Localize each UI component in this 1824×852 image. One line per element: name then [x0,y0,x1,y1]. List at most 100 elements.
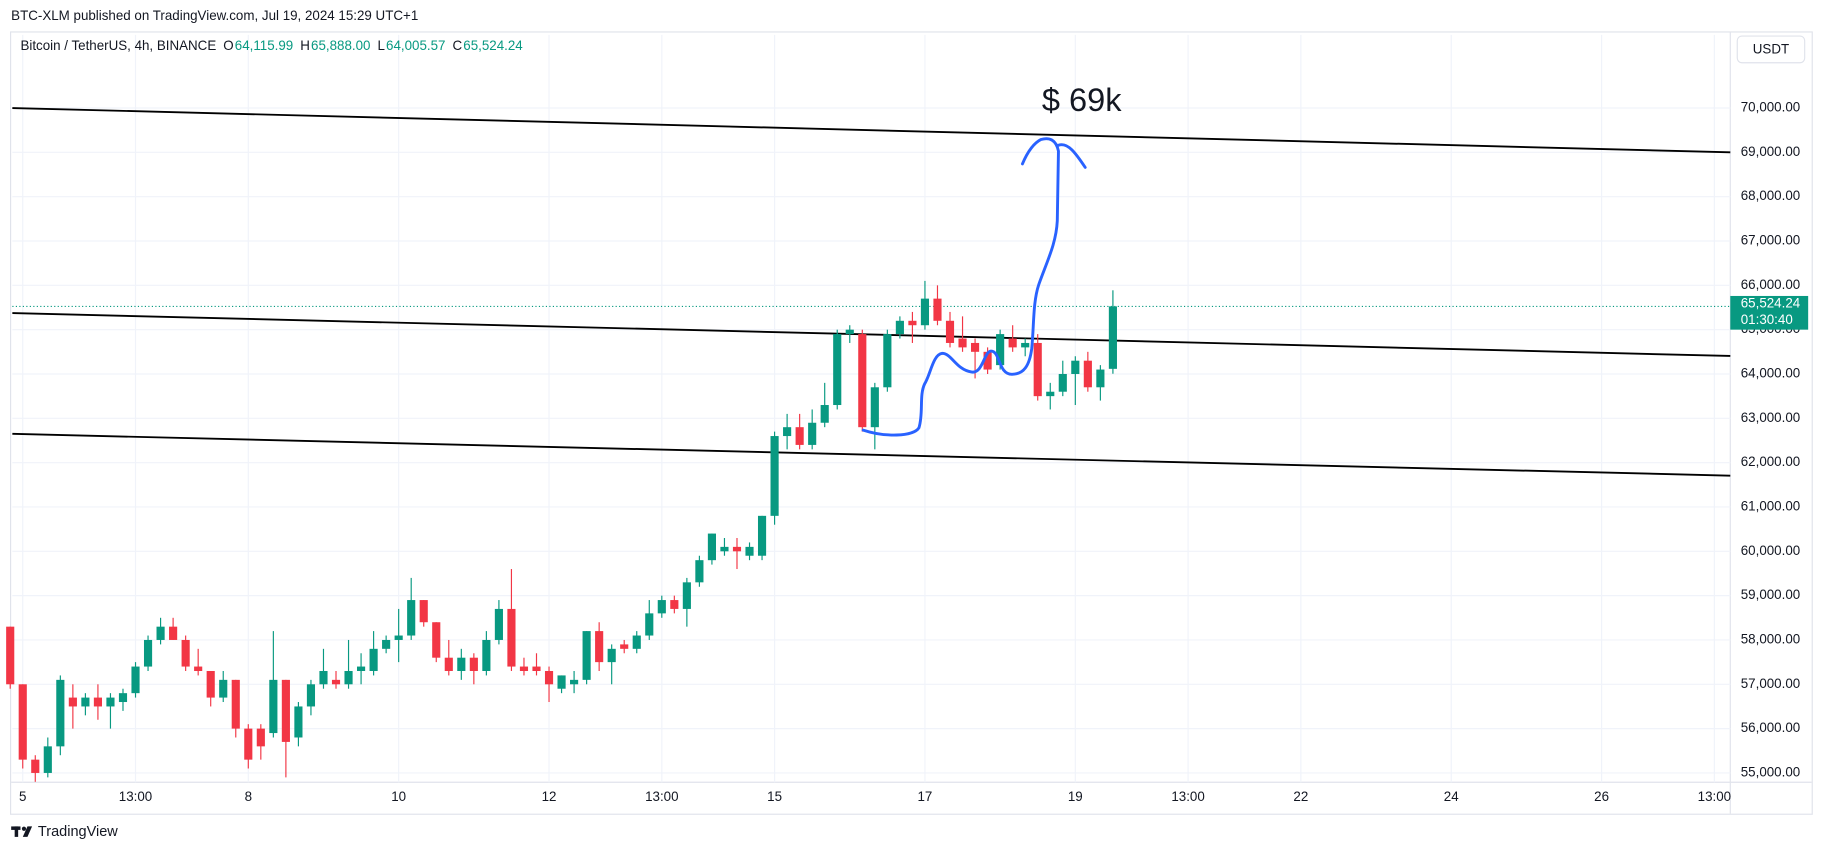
candle-body [244,728,253,760]
candle-body [93,697,102,707]
y-tick-label: 56,000.00 [1741,720,1800,735]
candle-body [808,422,817,445]
y-tick-label: 63,000.00 [1741,410,1800,425]
chart-frame [10,31,1813,815]
trend-line [12,107,1731,154]
candle-body [707,533,716,561]
last-price-badge [1730,295,1809,330]
candle-body [56,679,65,747]
candle-body [632,635,641,649]
y-tick-label: 62,000.00 [1741,454,1800,469]
x-tick-label: 5 [19,789,26,804]
x-tick-label: 15 [767,789,782,804]
candle-body [394,635,403,640]
candle-body [620,644,629,649]
candle-body [281,679,290,742]
y-tick-label: 66,000.00 [1741,277,1800,292]
ohlc-label: O [223,38,233,53]
candle-body [895,320,904,335]
candle-body [519,666,529,671]
candle-body [194,666,203,671]
currency-button[interactable] [1736,35,1806,64]
candle-body [657,600,666,614]
candle-body [407,600,416,636]
candle-body [256,728,265,747]
candle-body [795,427,804,445]
y-tick-label: 69,000.00 [1741,144,1800,159]
candle-body [570,679,579,685]
candle-body [1021,342,1030,348]
candle-body [419,600,428,623]
candle-body [595,631,604,663]
y-tick-label: 64,000.00 [1741,366,1800,381]
last-price-label: 65,524.24 [1741,296,1801,311]
candle-body [294,706,303,738]
x-tick-label: 22 [1293,789,1308,804]
x-tick-label: 26 [1594,789,1609,804]
candle-body [845,329,854,335]
candle-body [1046,391,1055,397]
annotation: $ 69k [1042,82,1122,118]
candle-body [231,679,240,729]
logo-part [14,826,19,837]
currency-label[interactable]: USDT [1753,42,1789,57]
candle-body [507,608,516,667]
symbol-title: Bitcoin / TetherUS, 4h, BINANCE [20,38,216,53]
candle-body [983,351,992,370]
x-tick-label: 13:00 [1698,789,1731,804]
x-tick-label: 10 [391,789,406,804]
candle-body [833,334,842,406]
candle-body [357,666,366,671]
candle-body [131,666,140,694]
candle-body [883,334,892,388]
candle-body [945,320,955,343]
candle-body [81,697,90,707]
candle-body [181,639,190,667]
sketch-arrow [861,137,1087,437]
candle-body [1058,373,1067,392]
ohlc-value: 65,888.00 [311,38,370,53]
candle-body [118,693,128,703]
candle-body [670,600,679,609]
x-tick-label: 13:00 [1171,789,1204,804]
candle-body [106,697,115,707]
candle-body [369,648,378,671]
candle-body [156,626,165,640]
candle-body [43,746,52,773]
ohlc-label: H [300,38,310,53]
candle-body [958,338,967,348]
logo-part [21,826,27,831]
grid [12,34,1731,783]
candle-body [582,631,591,680]
y-tick-label: 70,000.00 [1741,100,1800,115]
ohlc-label: L [377,38,384,53]
y-tick-label: 67,000.00 [1741,233,1800,248]
candle-body [18,684,27,760]
candle-body [732,546,742,552]
x-tick-label: 8 [245,789,252,804]
candle-body [858,334,867,428]
candle-body [1108,306,1117,369]
candle-body [331,679,341,685]
candle-body [1096,369,1105,388]
candle-body [607,648,616,663]
candle-body [920,298,930,326]
candle-body [933,298,942,321]
y-tick-label: 68,000.00 [1741,188,1800,203]
candle-body [996,334,1005,366]
candle-body [1083,360,1092,388]
candle-body [269,679,278,734]
x-tick-label: 12 [542,789,557,804]
candle-body [1071,360,1080,374]
candle-body [770,436,779,516]
candle-body [908,320,917,326]
candle-body [457,657,466,671]
y-tick-label: 60,000.00 [1741,543,1800,558]
x-tick-label: 17 [918,789,933,804]
candle-body [31,759,40,773]
candle-body [645,613,654,636]
candle-body [344,670,353,685]
